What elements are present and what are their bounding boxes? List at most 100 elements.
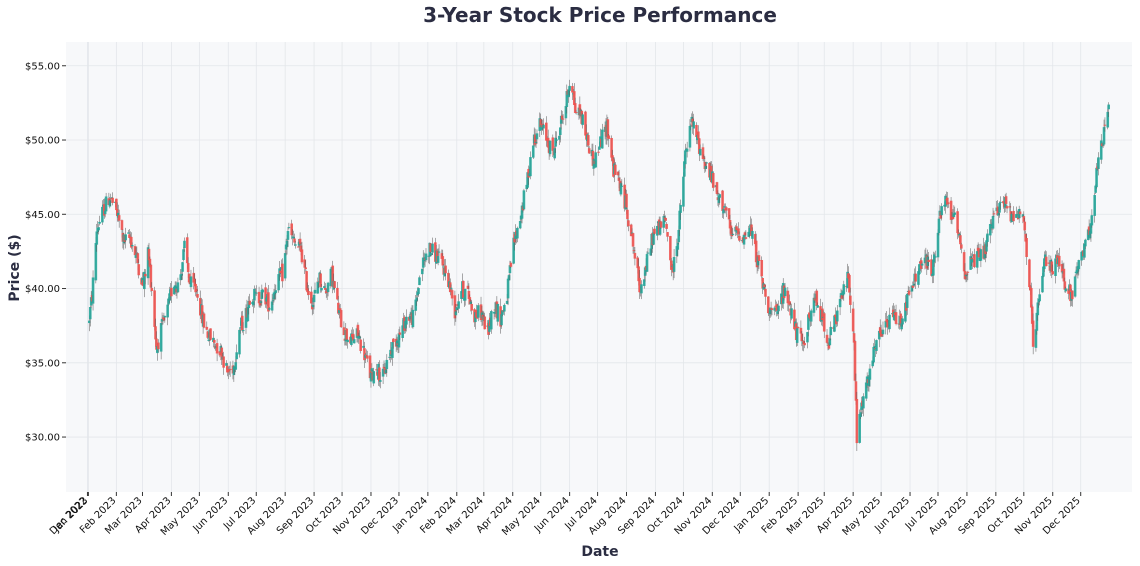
candle-up [999, 201, 1002, 203]
candle-down [303, 259, 307, 268]
candle-up [723, 206, 726, 208]
candle-up [239, 327, 242, 329]
candle-down [879, 329, 883, 337]
candle-down [319, 273, 322, 287]
candle-down [956, 211, 959, 234]
candle-up [94, 243, 98, 281]
candle-up [558, 127, 562, 136]
candle-down [470, 303, 473, 311]
candle-down [821, 308, 824, 321]
candle-up [655, 225, 659, 236]
candle-down [115, 198, 118, 211]
candle-up [313, 289, 317, 294]
candle-down [853, 341, 857, 381]
candle-up [910, 285, 914, 292]
candle-down [546, 137, 550, 148]
candle-up [1095, 167, 1098, 188]
candle-down [753, 234, 757, 245]
candle-up [829, 326, 833, 336]
candle-down [584, 111, 587, 136]
candle-down [333, 281, 336, 288]
candle-down [727, 208, 731, 220]
candle-up [705, 162, 709, 164]
candle-down [962, 252, 966, 272]
candle-up [422, 260, 426, 262]
candle-down [375, 369, 378, 371]
candle-up [868, 368, 872, 380]
candles [88, 79, 1110, 452]
chart-title: 3-Year Stock Price Performance [423, 3, 777, 27]
candle-down [786, 290, 790, 304]
candle-down [363, 348, 366, 361]
candle-down [149, 264, 153, 288]
candle-up [500, 314, 503, 326]
candle-up [777, 305, 780, 312]
candle-up [283, 253, 287, 279]
candle-up [1106, 111, 1110, 128]
candle-down [1018, 211, 1022, 215]
candle-up [692, 121, 695, 129]
candle-up [384, 369, 388, 374]
candle-down [1047, 262, 1051, 264]
candle-up [421, 257, 425, 268]
candle-up [795, 328, 799, 343]
candle-up [501, 310, 504, 315]
candle-up [1054, 258, 1057, 276]
candle-down [1012, 210, 1015, 222]
candle-down [187, 273, 191, 283]
candle-down [309, 291, 313, 304]
candle-down [186, 262, 190, 273]
candle-down [796, 327, 800, 329]
candle-down [368, 355, 372, 379]
candle-down [117, 215, 121, 221]
candle-up [952, 213, 956, 218]
candle-down [509, 262, 513, 267]
candle-up [892, 311, 896, 321]
candle-down [200, 305, 204, 324]
candle-up [352, 339, 356, 344]
candle-up [812, 297, 816, 313]
candle-down [638, 277, 641, 293]
candle-up [937, 218, 941, 234]
candle-down [467, 290, 471, 299]
candle-down [351, 333, 355, 341]
candle-up [378, 380, 382, 382]
candle-up [503, 304, 506, 312]
candle-down [750, 224, 753, 236]
candle-up [717, 195, 721, 203]
candle-up [1073, 276, 1077, 297]
candle-up [455, 307, 459, 311]
candle-up [253, 288, 256, 301]
candle-up [520, 205, 524, 219]
candle-up [936, 232, 940, 258]
candle-down [591, 150, 595, 166]
candle-up [689, 125, 693, 127]
candle-up [156, 346, 159, 354]
candle-up [742, 234, 746, 245]
candle-up [274, 290, 278, 293]
candle-up [401, 325, 404, 338]
candle-down [382, 366, 386, 369]
candle-down [633, 252, 637, 259]
candle-down [695, 124, 698, 137]
candle-up [91, 277, 95, 304]
candle-up [918, 264, 921, 275]
candle-up [212, 337, 215, 342]
candle-down [133, 246, 137, 256]
candle-up [260, 289, 264, 300]
candle-down [398, 332, 402, 335]
candle-up [997, 213, 1000, 216]
candle-up [1035, 312, 1039, 331]
candle-up [104, 196, 108, 212]
candle-up [235, 352, 238, 360]
candle-down [803, 343, 806, 346]
candle-down [226, 365, 229, 373]
candle-up [496, 303, 500, 322]
candle-up [933, 256, 937, 258]
candle-down [448, 282, 452, 293]
candle-down [339, 310, 343, 328]
candle-down [258, 302, 262, 306]
candle-up [682, 176, 685, 207]
candle-up [146, 247, 150, 279]
candle-up [454, 311, 458, 316]
